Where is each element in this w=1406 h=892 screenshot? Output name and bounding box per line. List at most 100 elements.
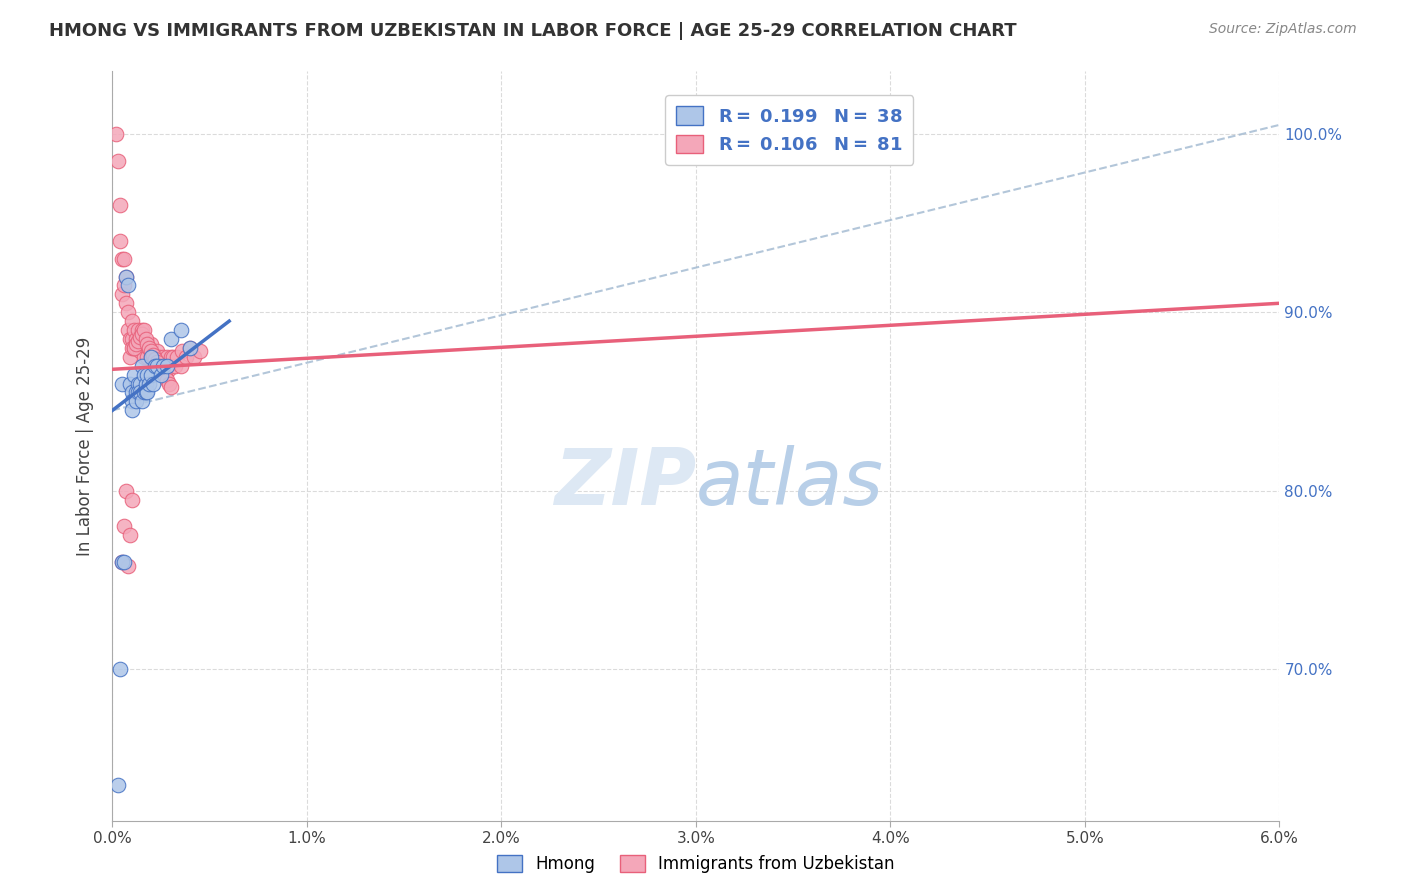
Point: [110, 234, 132, 248]
Point: [146, 359, 169, 373]
Point: [179, 341, 201, 355]
Point: [146, 344, 169, 359]
Point: [122, 368, 145, 382]
Point: [162, 350, 184, 364]
Point: [132, 385, 155, 400]
Point: [183, 350, 205, 364]
Point: [127, 337, 149, 351]
Point: [136, 350, 159, 364]
Point: [115, 296, 138, 310]
Point: [188, 344, 211, 359]
Point: [132, 350, 155, 364]
Point: [110, 198, 132, 212]
Point: [143, 351, 166, 366]
Point: [125, 341, 148, 355]
Point: [131, 323, 153, 337]
Point: [107, 153, 129, 168]
Point: [156, 359, 179, 373]
Point: [136, 341, 159, 355]
Point: [138, 341, 160, 355]
Point: [166, 350, 188, 364]
Point: [121, 332, 143, 346]
Point: [142, 350, 165, 364]
Point: [150, 359, 173, 373]
Point: [141, 350, 163, 364]
Point: [111, 555, 134, 569]
Point: [121, 341, 143, 355]
Point: [143, 359, 166, 373]
Point: [148, 350, 170, 364]
Point: [128, 344, 150, 359]
Point: [121, 314, 143, 328]
Point: [153, 369, 176, 384]
Point: [110, 662, 132, 676]
Point: [117, 558, 139, 573]
Y-axis label: In Labor Force | Age 25-29: In Labor Force | Age 25-29: [76, 336, 94, 556]
Point: [156, 350, 179, 364]
Point: [105, 127, 128, 141]
Point: [118, 376, 141, 391]
Point: [111, 376, 134, 391]
Point: [117, 323, 139, 337]
Point: [141, 350, 163, 364]
Point: [122, 341, 145, 355]
Point: [118, 332, 141, 346]
Point: [132, 368, 155, 382]
Point: [131, 326, 153, 341]
Point: [143, 350, 166, 364]
Text: atlas: atlas: [696, 445, 884, 522]
Point: [127, 334, 149, 348]
Point: [160, 350, 183, 364]
Point: [138, 341, 160, 355]
Point: [122, 323, 145, 337]
Point: [152, 359, 174, 373]
Point: [141, 344, 163, 359]
Point: [111, 287, 134, 301]
Text: HMONG VS IMMIGRANTS FROM UZBEKISTAN IN LABOR FORCE | AGE 25-29 CORRELATION CHART: HMONG VS IMMIGRANTS FROM UZBEKISTAN IN L…: [49, 22, 1017, 40]
Point: [141, 337, 163, 351]
Point: [112, 555, 135, 569]
Point: [136, 368, 159, 382]
Point: [172, 344, 194, 359]
Point: [127, 376, 149, 391]
Point: [142, 348, 165, 362]
Point: [152, 366, 174, 380]
Point: [169, 323, 191, 337]
Point: [121, 403, 143, 417]
Point: [131, 359, 153, 373]
Point: [157, 362, 180, 376]
Point: [132, 323, 155, 337]
Point: [163, 359, 186, 373]
Legend: Hmong, Immigrants from Uzbekistan: Hmong, Immigrants from Uzbekistan: [491, 848, 901, 880]
Point: [125, 337, 148, 351]
Point: [128, 332, 150, 346]
Point: [112, 519, 135, 533]
Point: [117, 278, 139, 293]
Point: [148, 359, 170, 373]
Point: [156, 373, 179, 387]
Point: [136, 385, 159, 400]
Point: [115, 483, 138, 498]
Point: [160, 332, 183, 346]
Point: [121, 492, 143, 507]
Point: [150, 362, 173, 376]
Point: [118, 350, 141, 364]
Point: [135, 385, 157, 400]
Point: [111, 555, 134, 569]
Point: [117, 305, 139, 319]
Point: [128, 376, 150, 391]
Point: [153, 359, 176, 373]
Point: [146, 355, 169, 369]
Point: [125, 332, 148, 346]
Point: [176, 350, 198, 364]
Point: [157, 376, 180, 391]
Point: [128, 330, 150, 344]
Text: ZIP: ZIP: [554, 445, 696, 522]
Text: Source: ZipAtlas.com: Source: ZipAtlas.com: [1209, 22, 1357, 37]
Point: [127, 323, 149, 337]
Point: [150, 368, 173, 382]
Point: [135, 337, 157, 351]
Point: [115, 269, 138, 284]
Point: [125, 385, 148, 400]
Point: [112, 252, 135, 266]
